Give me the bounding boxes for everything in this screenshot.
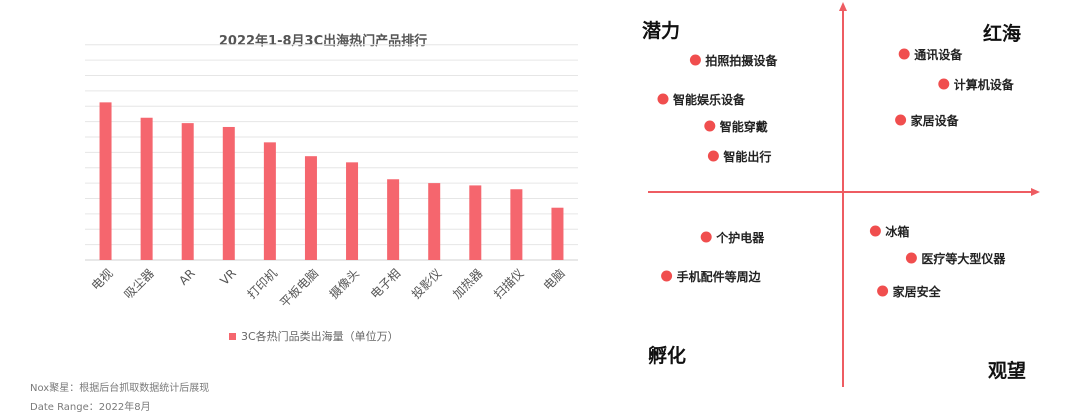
quadrant-point xyxy=(869,225,881,237)
quadrant-point-label: 智能穿戴 xyxy=(719,119,768,134)
quadrant-point-label: 个护电器 xyxy=(715,230,765,245)
quadrant-point xyxy=(895,114,907,126)
bar xyxy=(181,123,194,260)
quadrant-point-label: 计算机设备 xyxy=(954,77,1015,92)
quadrant-point-label: 智能出行 xyxy=(722,149,771,164)
bar-chart: 2022年1-8月3C出海热门产品排行 电视 吸尘器 AR VR 打印机平板电脑 摄像头电… xyxy=(85,33,578,343)
quadrant-point-label: 家居设备 xyxy=(911,113,960,128)
y-axis-arrow xyxy=(839,2,847,11)
quadrant-point-label: 通讯设备 xyxy=(914,47,963,62)
quadrant-point xyxy=(877,285,889,297)
quadrant-point xyxy=(689,54,701,66)
quadrant-axes xyxy=(648,2,1040,387)
bar-chart-gridlines xyxy=(85,44,578,261)
quadrant-label-bottom-left: 孵化 xyxy=(648,344,686,367)
bar xyxy=(510,189,523,260)
quadrant-label-bottom-right: 观望 xyxy=(988,359,1026,382)
bar xyxy=(222,126,235,260)
quadrant-point xyxy=(938,78,950,90)
quadrant-label-top-left: 潜力 xyxy=(642,19,680,42)
quadrant-point-label: 冰箱 xyxy=(885,224,909,239)
bar xyxy=(346,162,359,260)
bar-chart-bars xyxy=(99,102,564,261)
quadrant-point-label: 智能娱乐设备 xyxy=(672,92,746,107)
quadrant-point xyxy=(704,120,716,132)
legend-label: 3C各热门品类出海量（单位万） xyxy=(241,329,399,343)
x-axis-arrow xyxy=(1031,188,1040,196)
legend-swatch xyxy=(229,333,236,340)
quadrant-point xyxy=(898,48,910,60)
quadrant-point xyxy=(700,231,712,243)
quadrant-point-label: 家居安全 xyxy=(893,284,942,299)
quadrant-point-label: 手机配件等周边 xyxy=(677,269,762,284)
quadrant-point-label: 医疗等大型仪器 xyxy=(921,251,1006,266)
bar xyxy=(263,142,276,260)
quadrant-point xyxy=(657,93,669,105)
bar xyxy=(469,185,482,260)
quadrant-point-label: 拍照拍摄设备 xyxy=(705,53,778,68)
bar xyxy=(428,183,441,260)
bar xyxy=(140,117,153,260)
source-note: Nox聚星：根据后台抓取数据统计后展现 xyxy=(30,383,210,394)
quadrant-label-top-right: 红海 xyxy=(983,22,1021,45)
bar xyxy=(551,207,564,260)
bar-chart-legend: 3C各热门品类出海量（单位万） xyxy=(229,329,399,343)
quadrant-point xyxy=(905,252,917,264)
date-range-note: Date Range：2022年8月 xyxy=(30,402,151,413)
quadrant-point xyxy=(707,150,719,162)
bar xyxy=(387,179,400,260)
bar xyxy=(99,102,112,261)
quadrant-point xyxy=(661,270,673,282)
bar xyxy=(304,156,317,260)
